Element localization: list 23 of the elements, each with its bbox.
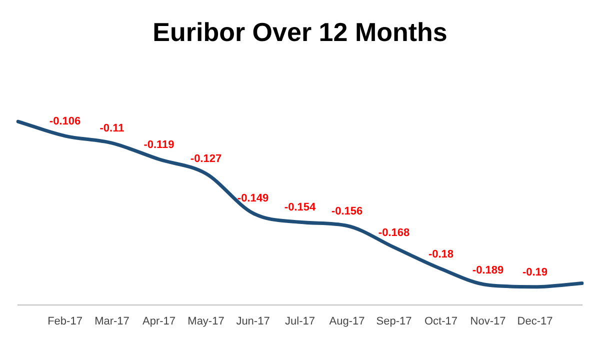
x-tick-label: Jul-17	[285, 315, 315, 328]
data-label: -0.19	[522, 266, 548, 278]
x-tick-label: Jun-17	[236, 315, 270, 328]
x-tick-label: Aug-17	[329, 315, 365, 328]
data-label: -0.106	[49, 115, 81, 128]
x-tick-label: Dec-17	[517, 315, 553, 328]
data-label: -0.119	[144, 138, 174, 151]
data-label: -0.168	[378, 226, 410, 239]
data-label: -0.149	[237, 192, 269, 205]
data-label: -0.156	[331, 205, 363, 218]
x-tick-label: Feb-17	[48, 315, 82, 328]
x-tick-label: Nov-17	[470, 315, 506, 328]
x-tick-label: Mar-17	[94, 315, 130, 328]
data-label: -0.11	[100, 122, 124, 135]
data-label: -0.127	[190, 153, 222, 166]
x-tick-label: May-17	[188, 315, 224, 328]
x-tick-label: Sep-17	[376, 315, 412, 328]
data-label: -0.154	[284, 202, 316, 214]
data-label: -0.189	[472, 264, 504, 277]
chart-title: Euribor Over 12 Months	[152, 16, 448, 47]
data-label: -0.18	[428, 248, 454, 260]
x-tick-label: Oct-17	[424, 315, 458, 328]
x-tick-label: Apr-17	[142, 315, 176, 328]
